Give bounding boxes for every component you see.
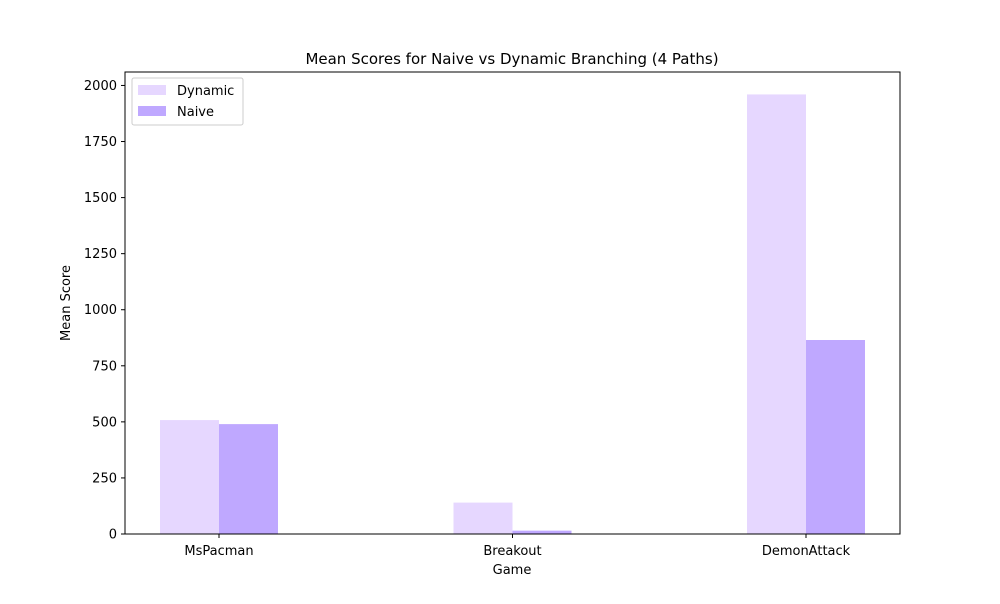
x-tick-label: MsPacman: [184, 544, 253, 559]
legend-swatch-dynamic: [138, 85, 166, 95]
legend-label-dynamic: Dynamic: [177, 84, 234, 99]
y-tick-label: 1500: [84, 191, 117, 206]
y-axis: 0 250 500 750 1000 1250 1500 1750 2000: [84, 79, 125, 543]
bar-naive-breakout: [512, 530, 572, 534]
y-tick-label: 1750: [84, 135, 117, 150]
legend-label-naive: Naive: [177, 105, 214, 120]
x-tick-label: DemonAttack: [762, 544, 851, 559]
legend-swatch-naive: [138, 106, 166, 116]
chart-title: Mean Scores for Naive vs Dynamic Branchi…: [305, 50, 718, 68]
x-axis: MsPacman Breakout DemonAttack: [184, 534, 851, 559]
bar-dynamic-mspacman: [160, 420, 219, 534]
y-tick-label: 500: [92, 415, 117, 430]
y-tick-label: 2000: [84, 79, 117, 94]
x-axis-label: Game: [493, 563, 532, 578]
bar-naive-mspacman: [219, 424, 278, 534]
y-axis-label: Mean Score: [59, 265, 74, 341]
bar-naive-demonattack: [806, 340, 865, 534]
y-tick-label: 750: [92, 359, 117, 374]
bar-dynamic-demonattack: [747, 94, 806, 534]
bars-group: [160, 94, 865, 534]
x-tick-label: Breakout: [483, 544, 541, 559]
legend: Dynamic Naive: [131, 77, 244, 126]
y-tick-label: 250: [92, 471, 117, 486]
y-tick-label: 0: [109, 528, 117, 543]
y-tick-label: 1000: [84, 303, 117, 318]
y-tick-label: 1250: [84, 247, 117, 262]
bar-dynamic-breakout: [453, 502, 513, 534]
